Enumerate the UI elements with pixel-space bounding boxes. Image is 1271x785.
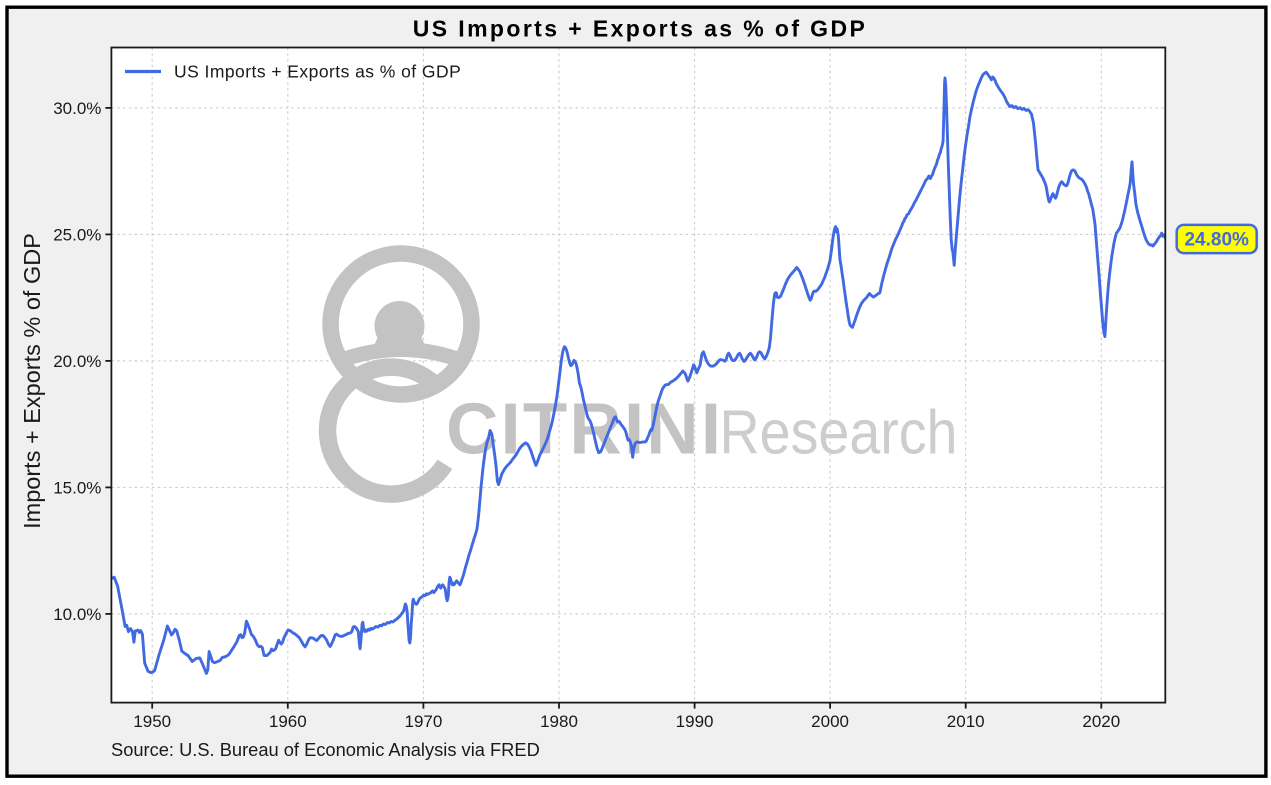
- svg-text:1980: 1980: [540, 712, 578, 731]
- svg-text:Source: U.S. Bureau of Economi: Source: U.S. Bureau of Economic Analysis…: [111, 739, 540, 760]
- svg-text:10.0%: 10.0%: [53, 605, 101, 624]
- svg-text:1990: 1990: [676, 712, 714, 731]
- svg-text:25.0%: 25.0%: [53, 225, 101, 244]
- svg-text:2020: 2020: [1082, 712, 1120, 731]
- svg-text:US Imports + Exports as % of G: US Imports + Exports as % of GDP: [174, 62, 461, 82]
- svg-text:30.0%: 30.0%: [53, 99, 101, 118]
- svg-text:US Imports + Exports as % of G: US Imports + Exports as % of GDP: [413, 16, 867, 42]
- svg-text:20.0%: 20.0%: [53, 352, 101, 371]
- svg-text:Imports + Exports % of GDP: Imports + Exports % of GDP: [19, 233, 45, 529]
- svg-text:1950: 1950: [133, 712, 171, 731]
- svg-text:2010: 2010: [947, 712, 985, 731]
- svg-text:24.80%: 24.80%: [1184, 230, 1249, 251]
- svg-text:2000: 2000: [811, 712, 849, 731]
- svg-text:Research: Research: [720, 399, 958, 468]
- svg-text:15.0%: 15.0%: [53, 478, 101, 497]
- svg-text:1960: 1960: [269, 712, 307, 731]
- svg-text:1970: 1970: [404, 712, 442, 731]
